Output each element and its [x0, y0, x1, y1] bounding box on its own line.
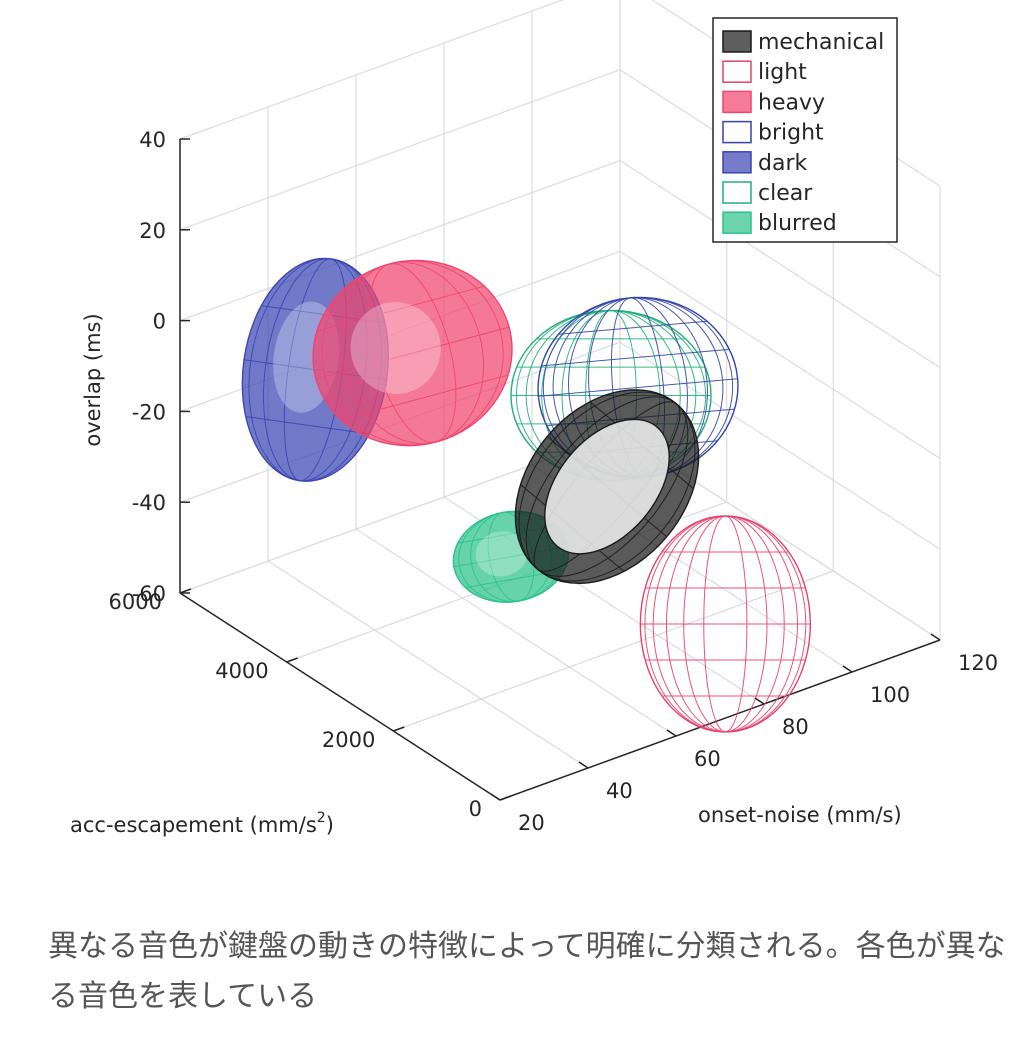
ellipsoids [241, 257, 812, 733]
y-axis-title: onset-noise (mm/s) [698, 803, 902, 827]
y-tick-mark [578, 761, 589, 769]
figure-caption: 異なる音色が鍵盤の動きの特徴によって明確に分類される。各色が異なる音色を表してい… [48, 929, 1006, 1014]
legend-swatch [722, 90, 752, 114]
z-tick-label: 20 [139, 219, 166, 243]
y-tick-label: 120 [958, 651, 998, 675]
legend: mechanical light heavy bright dark clear blurr… [712, 17, 898, 243]
legend-item-clear: clear [722, 181, 813, 206]
ellipsoid-meridian [321, 260, 504, 446]
z-axis-title: overlap (ms) [81, 313, 105, 446]
y-tick-label: 20 [518, 811, 545, 835]
grid-line [179, 160, 621, 322]
y-tick-mark [842, 665, 853, 673]
ellipsoid-parallel [541, 348, 730, 367]
grid-line [267, 560, 589, 769]
ellipsoid-parallel [340, 374, 509, 421]
z-tick-label: 0 [153, 310, 166, 334]
x-tick-label: 0 [469, 797, 482, 821]
y-tick-label: 40 [606, 779, 633, 803]
ellipsoid-highlight [350, 302, 441, 394]
z-tick-label: -20 [132, 400, 166, 424]
tick-labels: 0 2000 4000 6000 20 40 60 80 100 120 -60 -40 -20 0 20 4… [109, 128, 999, 835]
legend-swatch [722, 181, 752, 204]
x-tick-mark [393, 726, 405, 732]
ellipsoid-parallel [316, 285, 485, 332]
grid-line [619, 160, 941, 369]
grid-line [179, 69, 621, 231]
y-tick-mark [930, 633, 941, 641]
legend-item-light: light [722, 60, 807, 85]
legend-label: mechanical [758, 30, 884, 55]
x-tick-label: 6000 [109, 590, 162, 614]
ellipsoid-parallel [245, 416, 370, 435]
ellipsoid-3d-chart: 0 2000 4000 6000 20 40 60 80 100 120 -60 -40 -20 0 20 4… [70, 0, 999, 837]
legend-label: blurred [758, 211, 837, 236]
legend-item-dark: dark [722, 151, 807, 176]
z-tick-label: -40 [132, 491, 166, 515]
legend-label: clear [758, 181, 813, 206]
ellipsoid-parallel [538, 378, 738, 397]
grid-line [355, 528, 677, 737]
legend-swatch [722, 211, 752, 234]
x-axis-title: acc-escapement (mm/s2) [70, 810, 334, 837]
x-tick-mark [286, 657, 298, 663]
ellipsoid-heavy [312, 259, 513, 447]
legend-label: dark [758, 151, 807, 176]
ellipsoid-parallel [558, 320, 708, 335]
ellipsoid-meridian [518, 391, 696, 582]
x-tick-label: 2000 [322, 728, 375, 752]
ellipsoid-light [639, 515, 812, 733]
legend-swatch [722, 30, 752, 53]
ellipsoid-mechanical [514, 389, 700, 585]
legend-item-heavy: heavy [722, 90, 825, 115]
ellipsoid-parallel [315, 326, 510, 380]
grid-line [393, 570, 834, 732]
legend-item-bright: bright [722, 120, 824, 146]
legend-item-mechanical: mechanical [722, 30, 884, 55]
legend-item-blurred: blurred [722, 211, 837, 236]
y-tick-label: 60 [694, 747, 721, 771]
z-tick-label: 40 [139, 128, 166, 152]
y-tick-label: 100 [870, 683, 910, 707]
grid-line [619, 341, 941, 550]
x-tick-mark [499, 795, 512, 801]
grid-line [179, 0, 565, 140]
y-tick-mark [490, 793, 501, 801]
axes [179, 139, 941, 801]
legend-label: light [758, 60, 807, 85]
legend-swatch [722, 120, 752, 144]
legend-label: heavy [758, 90, 825, 115]
ellipsoid-highlight [475, 531, 528, 577]
y-tick-mark [754, 697, 765, 705]
x-axis-line [179, 592, 501, 801]
legend-label: bright [758, 121, 824, 146]
grid-line [619, 250, 941, 459]
y-tick-mark [666, 729, 677, 737]
legend-swatch [722, 151, 752, 174]
ellipsoid-inner [544, 418, 670, 555]
ellipsoid-meridian [644, 515, 807, 733]
legend-swatch [722, 60, 752, 83]
y-tick-label: 80 [782, 715, 809, 739]
x-tick-label: 4000 [215, 659, 268, 683]
y-axis-line [499, 639, 941, 801]
z-tick-label: -60 [132, 582, 166, 606]
